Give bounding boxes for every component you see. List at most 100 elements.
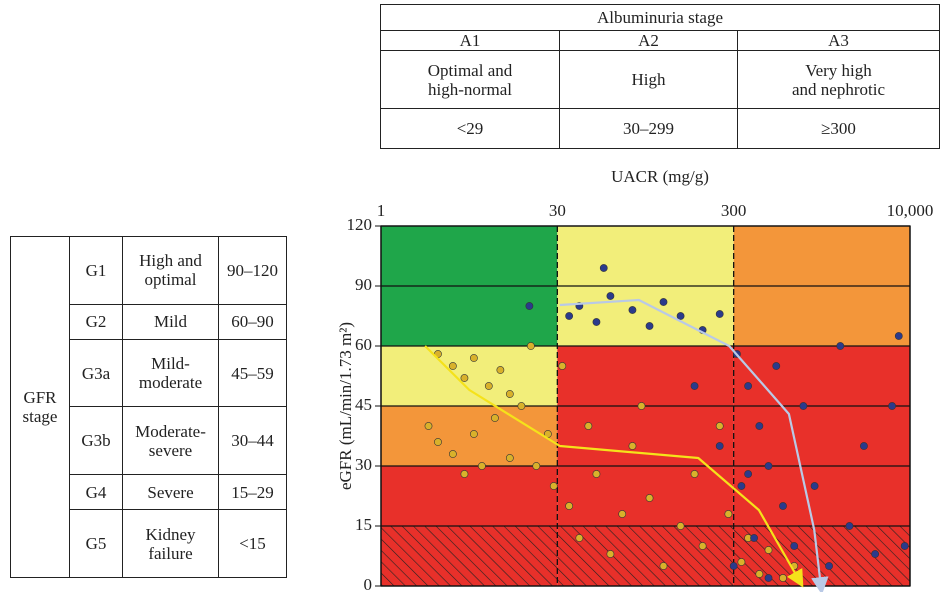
range: 90–120 (218, 236, 287, 305)
zone (733, 406, 910, 466)
point (659, 562, 668, 570)
point (779, 574, 787, 582)
range: 30–44 (218, 406, 287, 476)
zone (381, 226, 558, 286)
y-axis-label: eGFR (mL/min/1.73 m²) (336, 322, 355, 490)
point (744, 382, 753, 390)
range: ≥300 (737, 108, 940, 149)
range: 60–90 (218, 303, 287, 340)
zone (733, 346, 910, 406)
x-tick-label: 10,000 (887, 201, 934, 220)
zone (733, 466, 910, 526)
stage: G3b (69, 406, 123, 476)
zone (557, 406, 734, 466)
description: High and optimal (122, 236, 219, 305)
zone-hatch (557, 526, 734, 586)
point (888, 402, 896, 410)
point (505, 390, 514, 398)
point (496, 366, 505, 374)
trend-line (424, 345, 804, 588)
point (637, 402, 646, 410)
range: <15 (218, 509, 287, 578)
range: 15–29 (218, 474, 287, 511)
range: 45–59 (218, 338, 287, 408)
point (565, 312, 574, 320)
point (628, 442, 637, 450)
point (659, 298, 668, 306)
stage: G2 (69, 303, 123, 340)
point (715, 442, 724, 450)
point (698, 542, 707, 550)
point (549, 482, 558, 490)
point (690, 382, 699, 390)
table-title: Albuminuria stage (380, 4, 940, 31)
gfr-table: GFR stage G1 High and optimal 90–120 G2 Mild 6… (10, 236, 287, 578)
point (825, 562, 833, 570)
point (469, 430, 478, 438)
point (424, 422, 433, 430)
point (755, 422, 764, 430)
point (764, 546, 773, 554)
point (448, 450, 457, 458)
zone (557, 466, 734, 526)
point (894, 332, 903, 340)
description: High (559, 50, 738, 109)
point (755, 570, 764, 578)
point (505, 454, 514, 462)
trend-line (559, 298, 829, 592)
description: Very high and nephrotic (737, 50, 940, 109)
x-tick-label: 300 (721, 201, 747, 220)
point (799, 402, 808, 410)
point (484, 382, 493, 390)
zone (381, 466, 558, 526)
point (845, 522, 854, 530)
point (676, 312, 685, 320)
point (737, 482, 746, 490)
y-tick-label: 120 (347, 215, 373, 234)
point (532, 462, 541, 470)
stage: A3 (737, 30, 940, 51)
range: 30–299 (559, 108, 738, 149)
x-axis-label: UACR (mg/g) (611, 167, 709, 186)
point (469, 354, 478, 362)
range: <29 (380, 108, 560, 149)
y-tick-label: 60 (355, 335, 372, 354)
zone-hatch (733, 526, 910, 586)
point (606, 292, 615, 300)
x-tick-label: 30 (549, 201, 566, 220)
point (599, 264, 608, 272)
stage: G3a (69, 338, 123, 408)
description: Kidney failure (122, 509, 219, 578)
point (729, 562, 738, 570)
point (460, 470, 469, 478)
description: Optimal and high-normal (380, 50, 560, 109)
point (744, 470, 753, 478)
zone-hatch (381, 526, 558, 586)
zone (381, 406, 558, 466)
point (772, 362, 781, 370)
stage: A2 (559, 30, 738, 51)
plot-frame (380, 225, 911, 587)
description: Moderate- severe (122, 406, 219, 476)
point (565, 502, 574, 510)
point (860, 442, 868, 450)
point (434, 438, 442, 446)
point (460, 374, 469, 382)
y-tick-label: 15 (355, 515, 372, 534)
point (810, 482, 819, 490)
stage: A1 (380, 30, 560, 51)
y-tick-label: 45 (355, 395, 372, 414)
x-tick-label: 1 (377, 201, 386, 220)
zone (381, 346, 558, 406)
point (592, 318, 601, 326)
description: Mild (122, 303, 219, 340)
zone (733, 226, 910, 286)
point (606, 550, 615, 558)
stage: G5 (69, 509, 123, 578)
point (645, 322, 654, 330)
point (645, 494, 654, 502)
point (477, 462, 486, 470)
point (715, 310, 724, 318)
